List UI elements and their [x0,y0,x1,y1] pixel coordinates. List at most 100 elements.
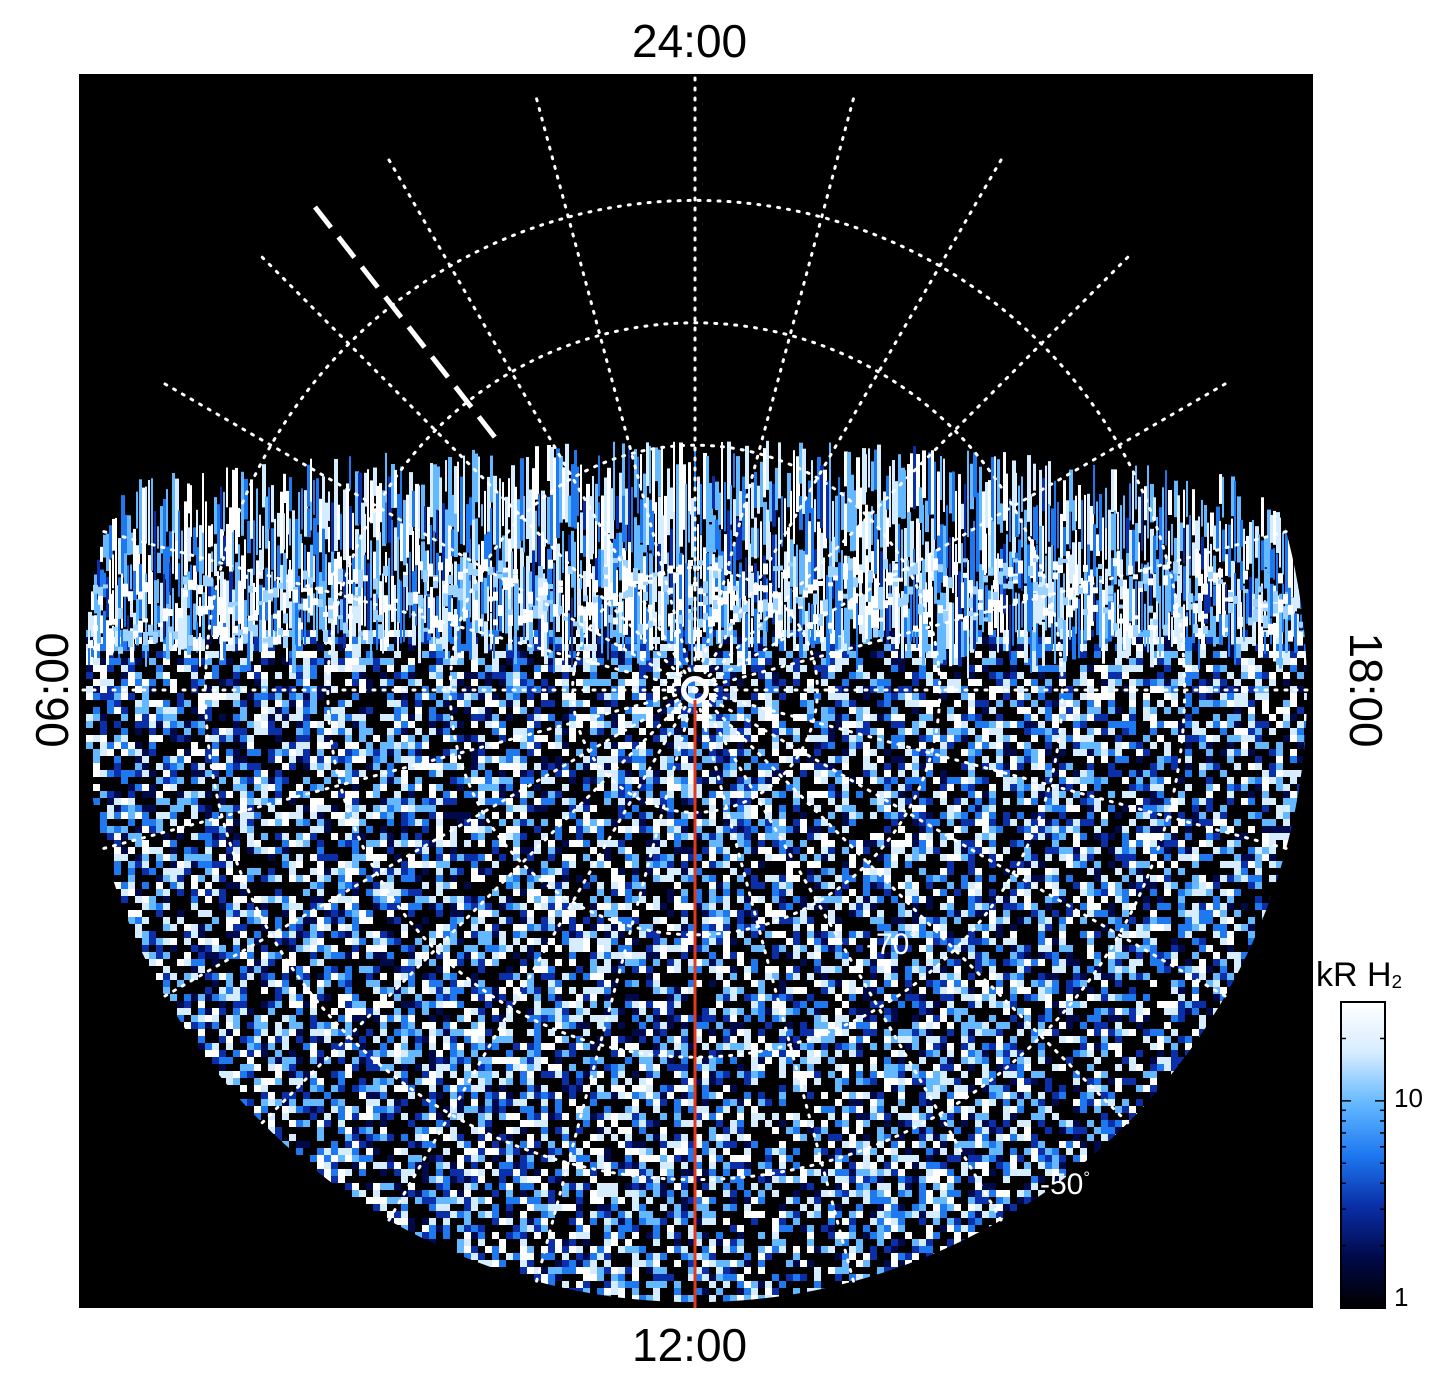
emission-pixel [1143,875,1150,882]
emission-pixel [646,931,653,938]
emission-pixel [268,938,275,945]
emission-pixel [436,854,443,861]
emission-pixel [142,707,149,714]
emission-pixel [856,896,863,903]
emission-pixel [247,840,254,847]
emission-pixel [1262,798,1269,805]
emission-pixel [254,840,261,847]
emission-pixel [548,847,555,854]
emission-pixel [1241,728,1248,735]
emission-pixel [429,735,436,742]
emission-pixel [716,938,723,945]
emission-pixel [723,875,730,882]
emission-pixel [1199,833,1206,840]
emission-pixel [863,714,870,721]
emission-pixel [1206,805,1213,812]
emission-pixel [324,756,331,763]
emission-pixel [1003,721,1010,728]
emission-pixel [1045,868,1052,875]
emission-pixel [317,791,324,798]
emission-pixel [478,644,485,651]
emission-pixel [310,693,317,700]
emission-pixel [653,700,660,707]
emission-pixel [478,672,485,679]
emission-pixel [639,658,646,665]
emission-pixel [716,672,723,679]
emission-pixel [1171,805,1178,812]
emission-pixel [464,931,471,938]
emission-pixel [1283,700,1290,707]
emission-pixel [961,791,968,798]
emission-pixel [779,889,786,896]
emission-pixel [933,742,940,749]
emission-pixel [639,889,646,896]
emission-pixel [541,714,548,721]
emission-pixel [758,861,765,868]
emission-pixel [744,910,751,917]
emission-pixel [387,875,394,882]
emission-pixel [1185,714,1192,721]
emission-pixel [1059,644,1066,651]
emission-pixel [842,882,849,889]
emission-pixel [121,728,128,735]
emission-pixel [1157,784,1164,791]
emission-pixel [891,672,898,679]
emission-pixel [611,819,618,826]
emission-pixel [163,777,170,784]
emission-pixel [548,700,555,707]
emission-pixel [1171,784,1178,791]
emission-pixel [527,805,534,812]
emission-pixel [296,812,303,819]
emission-pixel [975,868,982,875]
emission-pixel [1045,903,1052,910]
emission-pixel [1248,665,1255,672]
emission-pixel [198,917,205,924]
emission-pixel [478,791,485,798]
emission-pixel [653,805,660,812]
emission-pixel [1255,721,1262,728]
emission-pixel [93,665,100,672]
emission-pixel [1255,868,1262,875]
emission-pixel [394,651,401,658]
emission-pixel [1010,756,1017,763]
emission-pixel [1262,847,1269,854]
emission-pixel [835,805,842,812]
emission-pixel [562,868,569,875]
emission-pixel [366,777,373,784]
emission-pixel [814,854,821,861]
emission-pixel [891,812,898,819]
emission-pixel [884,784,891,791]
emission-pixel [898,735,905,742]
emission-pixel [1031,658,1038,665]
emission-pixel [1206,917,1213,924]
emission-pixel [212,665,219,672]
emission-pixel [583,819,590,826]
emission-pixel [555,756,562,763]
emission-pixel [856,777,863,784]
emission-pixel [457,896,464,903]
emission-pixel [352,917,359,924]
emission-pixel [681,735,688,742]
emission-pixel [800,840,807,847]
emission-pixel [254,938,261,945]
emission-pixel [884,868,891,875]
emission-pixel [926,679,933,686]
emission-pixel [667,910,674,917]
emission-pixel [541,819,548,826]
emission-pixel [205,770,212,777]
emission-pixel [114,700,121,707]
emission-pixel [744,672,751,679]
emission-pixel [968,693,975,700]
emission-pixel [471,819,478,826]
emission-pixel [737,658,744,665]
emission-pixel [1038,651,1045,658]
emission-pixel [1206,665,1213,672]
emission-pixel [520,756,527,763]
emission-pixel [835,658,842,665]
emission-pixel [1199,910,1206,917]
emission-pixel [1248,686,1255,693]
emission-pixel [359,665,366,672]
emission-pixel [807,903,814,910]
emission-pixel [1101,910,1108,917]
emission-pixel [555,770,562,777]
